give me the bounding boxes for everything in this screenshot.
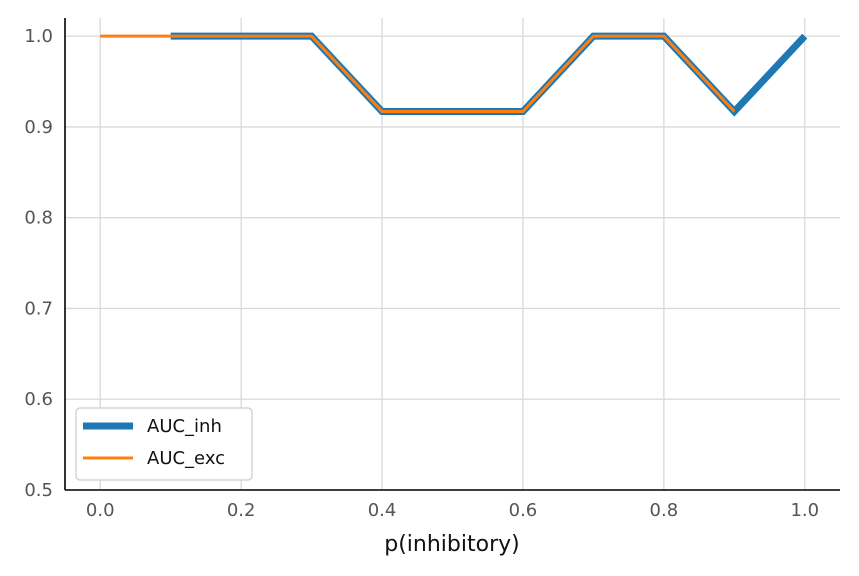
x-tick-label: 0.2 — [227, 500, 256, 521]
legend: AUC_inh AUC_exc — [75, 407, 253, 481]
legend-label-auc-inh: AUC_inh — [147, 416, 222, 437]
legend-label-auc-exc: AUC_exc — [147, 448, 225, 469]
series-line-auc-inh — [170, 32, 808, 117]
y-tick-label: 0.5 — [24, 480, 53, 501]
y-tick-label: 0.9 — [24, 117, 53, 138]
x-tick-label: 1.0 — [790, 500, 819, 521]
y-tick-label: 1.0 — [24, 26, 53, 47]
y-tick-label: 0.6 — [24, 389, 53, 410]
y-tick-label: 0.8 — [24, 208, 53, 229]
series-lines — [100, 32, 808, 117]
series-line-auc-exc — [100, 34, 736, 113]
x-axis-label: p(inhibitory) — [384, 532, 519, 557]
x-tick-label: 0.6 — [509, 500, 538, 521]
x-tick-label: 0.8 — [650, 500, 679, 521]
y-tick-labels: 0.5 0.6 0.7 0.8 0.9 1.0 — [24, 26, 53, 501]
x-tick-label: 0.4 — [368, 500, 397, 521]
y-tick-label: 0.7 — [24, 298, 53, 319]
x-tick-labels: 0.0 0.2 0.4 0.6 0.8 1.0 — [86, 500, 819, 521]
x-tick-label: 0.0 — [86, 500, 115, 521]
axes — [64, 18, 840, 491]
